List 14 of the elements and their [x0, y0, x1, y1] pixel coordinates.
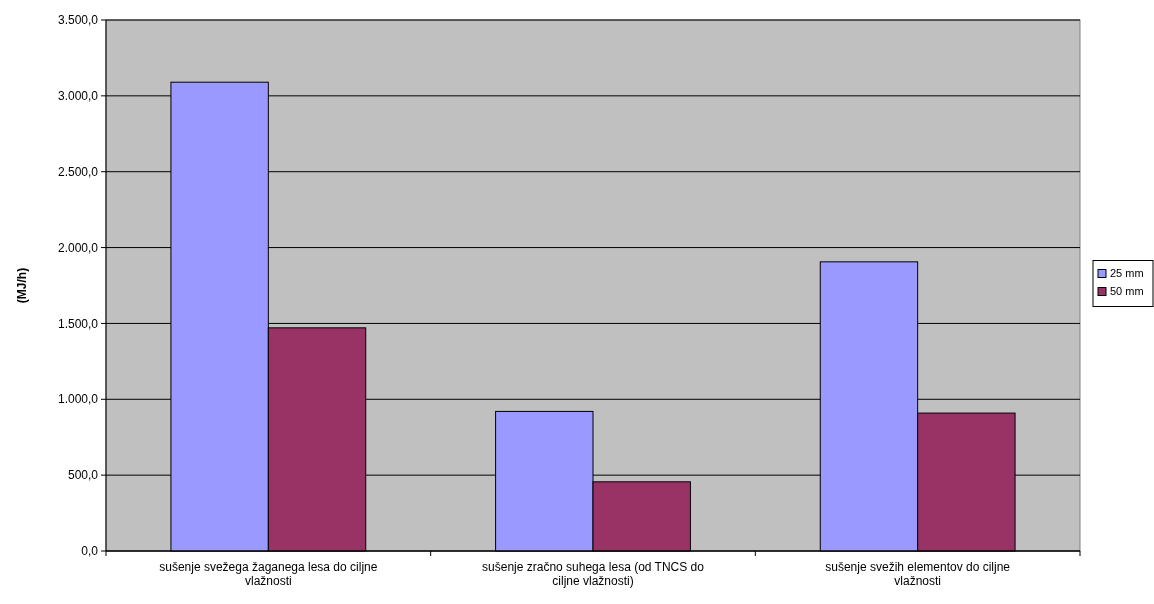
- x-tick-label: sušenje zračno suhega lesa (od TNCS do ciljne vlažnosti): [482, 560, 705, 588]
- y-tick-label: 1.500,0: [57, 316, 99, 331]
- y-tick-label: 2.500,0: [57, 164, 99, 179]
- y-tick-label: 0,0: [81, 544, 99, 559]
- x-tick-label: sušenje svežega žaganega lesa do ciljne vlažnosti: [159, 560, 378, 588]
- y-tick-label: 500,0: [67, 468, 99, 483]
- y-tick-label: 3.000,0: [57, 89, 99, 104]
- legend-label: 25 mm: [1110, 267, 1144, 280]
- y-tick-label: 2.000,0: [57, 240, 99, 255]
- x-tick-label: sušenje svežih elementov do ciljne vlažnosti: [825, 560, 1011, 588]
- y-tick-label: 3.500,0: [57, 13, 99, 28]
- legend-label: 50 mm: [1110, 285, 1144, 298]
- y-axis-title: (MJ/h): [15, 267, 29, 304]
- y-tick-label: 1.000,0: [57, 392, 99, 407]
